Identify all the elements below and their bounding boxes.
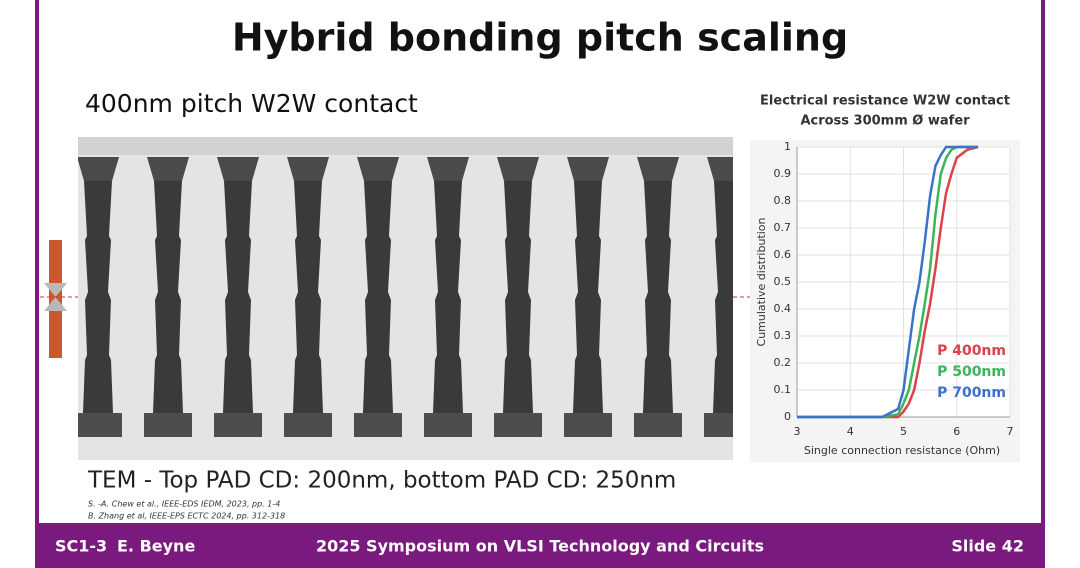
via (713, 181, 733, 413)
border-right (1041, 0, 1045, 525)
bottom-pad (284, 413, 332, 437)
x-tick-label: 3 (794, 425, 801, 438)
series-line (797, 145, 979, 419)
slide-title: Hybrid bonding pitch scaling (232, 16, 848, 60)
via (363, 181, 393, 413)
legend-label: P 500nm (937, 364, 1006, 380)
footer-bar (35, 523, 1045, 568)
via (223, 181, 253, 413)
via (573, 181, 603, 413)
y-tick-label: 0.9 (774, 167, 792, 180)
y-tick-label: 0.3 (774, 329, 792, 342)
top-pad (427, 157, 469, 181)
arrow-head (44, 283, 67, 297)
x-tick-label: 7 (1007, 425, 1014, 438)
top-pad (78, 157, 119, 181)
via (153, 181, 183, 413)
x-tick-label: 5 (900, 425, 907, 438)
top-pad (217, 157, 259, 181)
legend-label: P 400nm (937, 343, 1006, 359)
y-tick-label: 0.7 (774, 221, 792, 234)
y-tick-label: 0.1 (774, 383, 792, 396)
chart-title: Electrical resistance W2W contact (760, 94, 1010, 109)
series-line (797, 145, 979, 419)
via (83, 181, 113, 413)
top-pad (147, 157, 189, 181)
legend-label: P 700nm (937, 385, 1006, 401)
via (433, 181, 463, 413)
footer-event: 2025 Symposium on VLSI Technology and Ci… (316, 537, 764, 556)
reference: S. -A. Chew et al., IEEE-EDS IEDM, 2023,… (88, 500, 280, 509)
x-tick-label: 4 (847, 425, 854, 438)
x-axis-label: Single connection resistance (Ohm) (804, 444, 1000, 457)
top-pad (357, 157, 399, 181)
border-left (35, 0, 39, 525)
top-pad (287, 157, 329, 181)
bottom-pad (78, 413, 122, 437)
y-tick-label: 0.4 (774, 302, 792, 315)
series-line (797, 145, 979, 419)
subtitle: 400nm pitch W2W contact (85, 89, 418, 118)
footer-author: E. Beyne (117, 537, 195, 556)
bottom-pad (424, 413, 472, 437)
top-pad (567, 157, 609, 181)
bottom-pad (634, 413, 682, 437)
y-tick-label: 0.2 (774, 356, 792, 369)
bottom-pad (704, 413, 733, 437)
via (643, 181, 673, 413)
bottom-pad (494, 413, 542, 437)
caption: TEM - Top PAD CD: 200nm, bottom PAD CD: … (87, 468, 676, 494)
chart-subtitle: Across 300mm Ø wafer (800, 114, 970, 129)
y-tick-label: 0.8 (774, 194, 792, 207)
y-tick-label: 0.6 (774, 248, 792, 261)
via (503, 181, 533, 413)
tem-image (78, 137, 733, 460)
bottom-pad (564, 413, 612, 437)
footer-session: SC1-3 (55, 537, 107, 556)
bottom-pad (144, 413, 192, 437)
bottom-pad (354, 413, 402, 437)
top-pad (637, 157, 679, 181)
reference: B. Zhang et al, IEEE-EPS ECTC 2024, pp. … (88, 512, 285, 521)
bottom-pad (214, 413, 262, 437)
via (293, 181, 323, 413)
y-tick-label: 0 (784, 410, 791, 423)
top-pad (497, 157, 539, 181)
y-tick-label: 1 (784, 140, 791, 153)
arrow-head (44, 297, 67, 311)
x-tick-label: 6 (953, 425, 960, 438)
y-axis-label: Cumulative distribution (755, 217, 768, 346)
y-tick-label: 0.5 (774, 275, 792, 288)
footer-slide: Slide 42 (951, 537, 1024, 556)
top-pad (707, 157, 733, 181)
